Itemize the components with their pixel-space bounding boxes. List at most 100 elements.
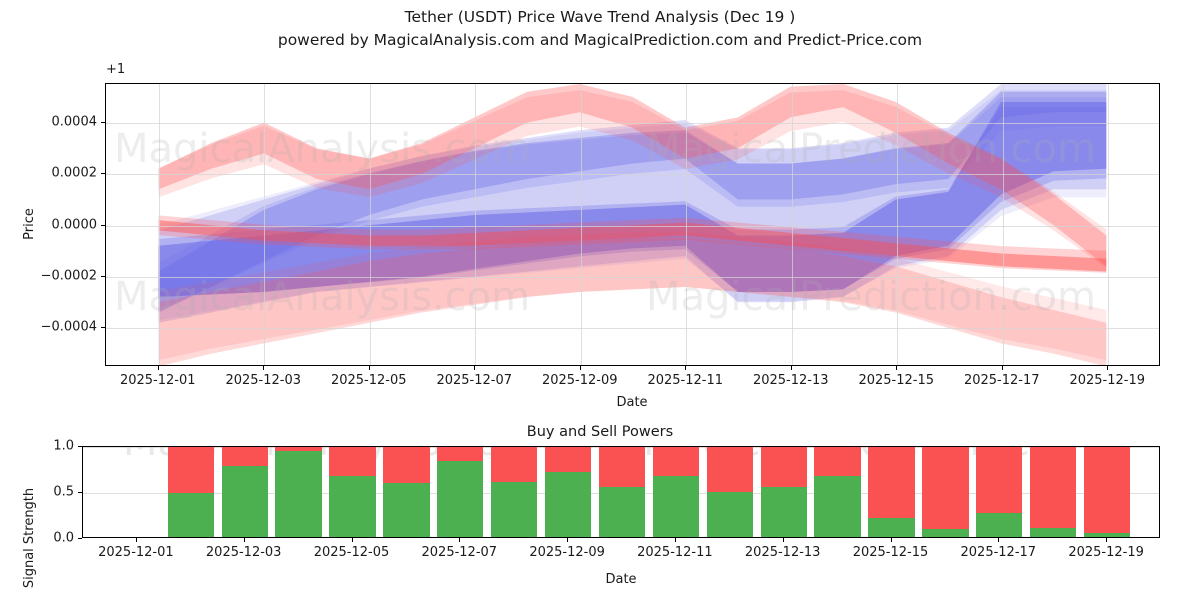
y-axis-offset-label: +1 [106, 62, 125, 77]
y-tick-label: 0.5 [53, 485, 74, 500]
x-tick-label: 2025-12-07 [422, 545, 498, 560]
x-tick-mark [369, 366, 370, 370]
buy-power-segment [491, 482, 537, 537]
sell-power-segment [383, 446, 429, 483]
y-tick-mark [101, 225, 105, 226]
y-axis-label-signal-strength: Signal Strength [22, 488, 37, 588]
x-tick-label: 2025-12-03 [206, 545, 282, 560]
sell-power-segment [491, 446, 537, 482]
sell-power-segment [437, 446, 483, 461]
x-tick-label: 2025-12-09 [542, 373, 618, 388]
x-tick-mark [459, 538, 460, 542]
y-tick-mark [78, 446, 82, 447]
x-tick-label: 2025-12-13 [745, 545, 821, 560]
y-tick-mark [78, 538, 82, 539]
buy-power-segment [814, 476, 860, 537]
signal-bar[interactable] [653, 446, 699, 537]
x-tick-mark [1002, 366, 1003, 370]
signal-bar[interactable] [491, 446, 537, 537]
y-tick-label: 0.0 [53, 531, 74, 546]
signal-bar[interactable] [222, 446, 268, 537]
y-tick-mark [101, 276, 105, 277]
signal-bar[interactable] [707, 446, 753, 537]
buy-power-segment [1030, 528, 1076, 537]
buy-power-segment [437, 461, 483, 537]
gridline-vertical [159, 84, 160, 365]
buy-power-segment [168, 493, 214, 537]
x-tick-mark [1106, 538, 1107, 542]
signal-bar[interactable] [868, 446, 914, 537]
signal-bar[interactable] [922, 446, 968, 537]
x-tick-mark [891, 538, 892, 542]
sell-power-segment [868, 446, 914, 518]
gridline-vertical [264, 84, 265, 365]
y-tick-mark [101, 173, 105, 174]
buy-sell-powers-plot: MagicalAnalysis.comMagicalPrediction.com [82, 446, 1160, 538]
signal-bar[interactable] [329, 446, 375, 537]
buy-power-segment [707, 492, 753, 537]
x-tick-label: 2025-12-09 [529, 545, 605, 560]
x-tick-mark [567, 538, 568, 542]
buy-power-segment [922, 529, 968, 537]
x-axis-label-date-bottom: Date [605, 572, 636, 587]
x-tick-label: 2025-12-15 [853, 545, 929, 560]
x-tick-mark [580, 366, 581, 370]
signal-bar[interactable] [437, 446, 483, 537]
x-tick-mark [791, 366, 792, 370]
sell-power-segment [922, 446, 968, 529]
x-tick-label: 2025-12-13 [753, 373, 829, 388]
x-tick-mark [474, 366, 475, 370]
y-tick-label: −0.0004 [41, 320, 97, 335]
x-tick-mark [158, 366, 159, 370]
y-axis-label-price: Price [22, 208, 37, 240]
x-tick-label: 2025-12-19 [1068, 545, 1144, 560]
signal-bar[interactable] [383, 446, 429, 537]
buy-sell-powers-title: Buy and Sell Powers [0, 424, 1200, 440]
gridline-vertical [475, 84, 476, 365]
buy-power-segment [1084, 533, 1130, 537]
gridline-vertical [792, 84, 793, 365]
x-tick-mark [263, 366, 264, 370]
signal-bar[interactable] [275, 446, 321, 537]
x-tick-label: 2025-12-15 [858, 373, 934, 388]
x-tick-label: 2025-12-17 [961, 545, 1037, 560]
signal-bar[interactable] [545, 446, 591, 537]
x-tick-label: 2025-12-17 [964, 373, 1040, 388]
x-tick-mark [244, 538, 245, 542]
x-tick-label: 2025-12-11 [647, 373, 723, 388]
x-tick-mark [352, 538, 353, 542]
sell-power-segment [329, 446, 375, 476]
signal-bar[interactable] [976, 446, 1022, 537]
buy-power-segment [868, 518, 914, 537]
chart-subtitle: powered by MagicalAnalysis.com and Magic… [0, 31, 1200, 49]
y-tick-label: −0.0002 [41, 268, 97, 283]
y-tick-mark [78, 492, 82, 493]
x-tick-mark [896, 366, 897, 370]
buy-power-segment [329, 476, 375, 537]
signal-bar[interactable] [599, 446, 645, 537]
signal-bar[interactable] [1084, 446, 1130, 537]
buy-power-segment [653, 476, 699, 537]
x-tick-mark [783, 538, 784, 542]
y-tick-mark [101, 327, 105, 328]
x-tick-label: 2025-12-03 [225, 373, 301, 388]
x-tick-mark [675, 538, 676, 542]
gridline-vertical [1003, 84, 1004, 365]
price-wave-plot: MagicalAnalysis.comMagicalPrediction.com… [105, 83, 1160, 366]
signal-bar[interactable] [761, 446, 807, 537]
y-tick-label: 0.0002 [52, 166, 98, 181]
y-tick-label: 0.0004 [52, 114, 98, 129]
signal-bar[interactable] [1030, 446, 1076, 537]
y-tick-mark [101, 122, 105, 123]
sell-power-segment [222, 446, 268, 466]
y-tick-label: 1.0 [53, 439, 74, 454]
buy-power-segment [275, 451, 321, 537]
gridline-vertical [370, 84, 371, 365]
buy-power-segment [545, 472, 591, 537]
signal-bar[interactable] [814, 446, 860, 537]
sell-power-segment [599, 446, 645, 487]
x-tick-mark [998, 538, 999, 542]
buy-power-segment [383, 483, 429, 537]
sell-power-segment [1030, 446, 1076, 528]
signal-bar[interactable] [168, 446, 214, 537]
